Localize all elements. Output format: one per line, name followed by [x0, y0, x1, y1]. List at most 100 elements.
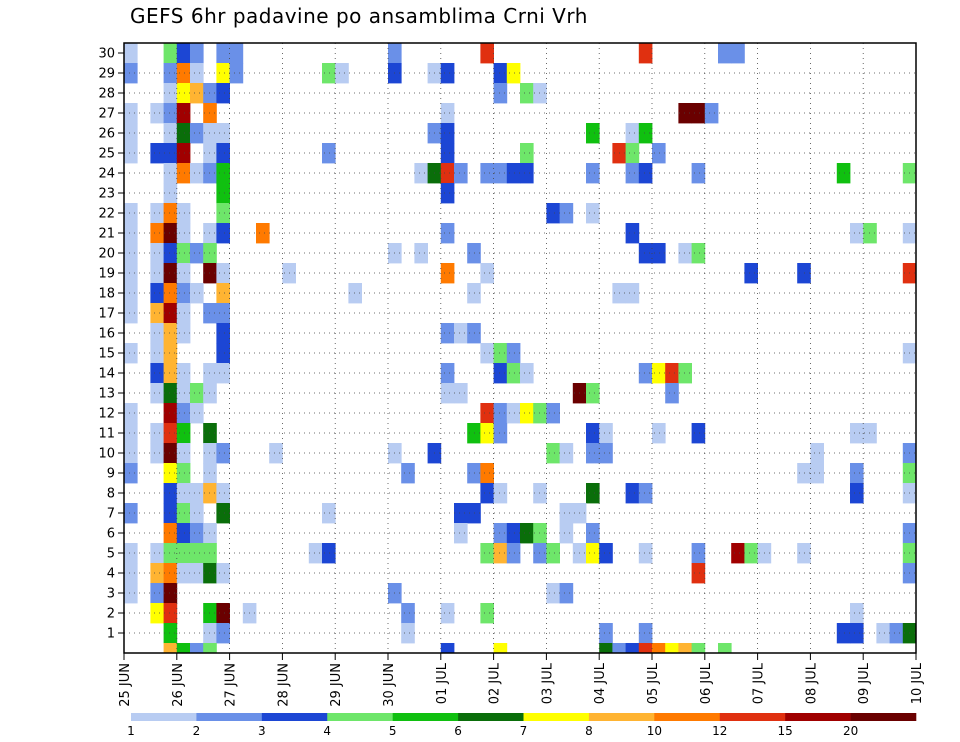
heatmap-cell [638, 243, 653, 264]
heatmap-cell [124, 263, 138, 284]
heatmap-cell [718, 43, 732, 64]
legend-swatch [654, 713, 721, 721]
heatmap-cell [625, 643, 640, 654]
heatmap-cell [506, 403, 521, 424]
heatmap-cell [229, 63, 244, 84]
y-tick-label: 22 [98, 207, 115, 222]
heatmap-cell [176, 503, 191, 524]
x-tick-label: 04 JUL [593, 662, 608, 704]
y-tick-label: 30 [98, 47, 115, 62]
y-tick-label: 28 [98, 87, 115, 102]
heatmap-cell [163, 423, 178, 444]
x-tick-label: 28 JUN [276, 663, 291, 707]
legend-swatch [588, 713, 655, 721]
heatmap-cell [216, 83, 230, 104]
heatmap-cell [176, 323, 191, 344]
heatmap-cell [216, 563, 230, 584]
heatmap-cell [176, 363, 191, 384]
y-tick-label: 5 [107, 547, 115, 562]
heatmap-cell [176, 223, 191, 244]
legend-label: 12 [712, 724, 727, 738]
y-tick-label: 3 [107, 587, 115, 602]
heatmap-cell [520, 83, 534, 104]
heatmap-cell [520, 163, 534, 184]
heatmap-cell [163, 163, 178, 184]
heatmap-cell [612, 643, 626, 654]
heatmap-cell [190, 123, 204, 144]
heatmap-cell [691, 543, 706, 564]
heatmap-cell [163, 363, 178, 384]
heatmap-cell [190, 563, 204, 584]
heatmap-cell [625, 223, 640, 244]
heatmap-cell [678, 643, 692, 654]
heatmap-cell [176, 143, 191, 164]
heatmap-cell [176, 263, 191, 284]
heatmap-cell [150, 363, 164, 384]
heatmap-cell [150, 223, 164, 244]
heatmap-cell [163, 643, 178, 654]
heatmap-cell [480, 483, 494, 504]
y-tick-label: 26 [98, 127, 115, 142]
heatmap-cell [163, 323, 178, 344]
heatmap-cell [163, 243, 178, 264]
x-tick-label: 10 JUL [910, 662, 925, 704]
heatmap-cell [124, 143, 138, 164]
heatmap-cell [150, 423, 164, 444]
y-tick-label: 15 [98, 347, 115, 362]
heatmap-cell [850, 423, 864, 444]
heatmap-cell [850, 623, 864, 644]
heatmap-cell [454, 523, 468, 544]
heatmap-cell [520, 143, 534, 164]
heatmap-cell [124, 243, 138, 264]
heatmap-cell [163, 543, 178, 564]
heatmap-cell [150, 543, 164, 564]
heatmap-cell [163, 263, 178, 284]
heatmap-cell [163, 63, 178, 84]
heatmap-cell [124, 543, 138, 564]
heatmap-cell [150, 103, 164, 124]
legend-swatch [785, 713, 851, 721]
heatmap-cell [190, 483, 204, 504]
heatmap-cell [678, 243, 692, 264]
heatmap-cell [163, 303, 178, 324]
y-tick-label: 21 [98, 227, 115, 242]
heatmap-cell [176, 83, 191, 104]
heatmap-cell [493, 483, 508, 504]
heatmap-cell [216, 223, 230, 244]
heatmap-cell [216, 483, 230, 504]
heatmap-cell [440, 323, 455, 344]
heatmap-cell [163, 203, 178, 224]
heatmap-cell [176, 563, 191, 584]
heatmap-cell [322, 63, 336, 84]
heatmap-cell [190, 523, 204, 544]
heatmap-cell [163, 283, 178, 304]
heatmap-cell [876, 623, 890, 644]
heatmap-cell [163, 623, 178, 644]
heatmap-cell [163, 343, 178, 364]
heatmap-cell [599, 423, 613, 444]
heatmap-cell [176, 543, 191, 564]
heatmap-cell [480, 603, 494, 624]
heatmap-cell [718, 643, 732, 654]
heatmap-cell [440, 183, 455, 204]
heatmap-cell [163, 143, 178, 164]
heatmap-cell [256, 223, 270, 244]
heatmap-cell [163, 463, 178, 484]
heatmap-cell [850, 223, 864, 244]
heatmap-cell [638, 623, 653, 644]
y-tick-label: 1 [107, 627, 115, 642]
heatmap-cell [836, 623, 851, 644]
heatmap-cell [322, 543, 336, 564]
y-tick-label: 19 [98, 267, 115, 282]
heatmap-cell [124, 423, 138, 444]
heatmap-cell [559, 203, 574, 224]
heatmap-cell [176, 103, 191, 124]
heatmap-cell [559, 503, 574, 524]
heatmap-cell [401, 603, 415, 624]
heatmap-cell [652, 363, 666, 384]
heatmap-cell [216, 163, 230, 184]
heatmap-cell [163, 483, 178, 504]
heatmap-cell [124, 43, 138, 64]
heatmap-cell [163, 123, 178, 144]
heatmap-cell [176, 63, 191, 84]
